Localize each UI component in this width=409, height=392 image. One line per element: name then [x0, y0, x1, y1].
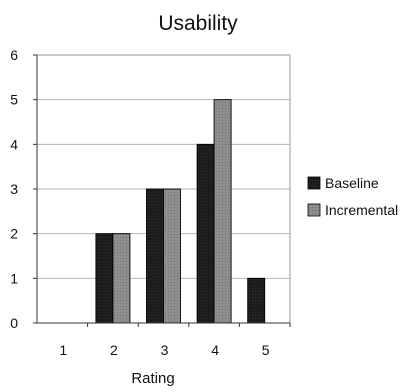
legend: Baseline Incremental: [307, 175, 398, 218]
legend-label-baseline: Baseline: [325, 175, 379, 191]
y-axis-ticks: 0 1 2 3 4 5 6: [10, 47, 37, 331]
bars: [95, 99, 266, 324]
ytick-label-5: 5: [10, 92, 18, 108]
chart-title: Usability: [158, 12, 238, 35]
x-axis-title: Rating: [131, 370, 174, 387]
x-axis-ticks: 1 2 3 4 5: [59, 323, 291, 358]
xtick-label-5: 5: [262, 342, 270, 358]
xtick-label-4: 4: [211, 342, 219, 358]
ytick-label-1: 1: [10, 270, 18, 286]
legend-item-incremental: Incremental: [307, 202, 398, 218]
ytick-label-3: 3: [10, 181, 18, 197]
bar-baseline-4: [196, 143, 215, 324]
bar-baseline-2: [95, 233, 114, 324]
ytick-label-2: 2: [10, 226, 18, 242]
xtick-label-3: 3: [161, 342, 169, 358]
legend-swatch-incremental: [307, 203, 321, 217]
xtick-label-1: 1: [59, 342, 67, 358]
legend-label-incremental: Incremental: [325, 202, 398, 218]
bar-incremental-4: [213, 99, 232, 324]
bar-incremental-3: [163, 188, 181, 324]
ytick-label-6: 6: [10, 47, 18, 63]
legend-swatch-baseline: [307, 176, 321, 190]
ytick-label-0: 0: [10, 315, 18, 331]
bar-baseline-3: [146, 188, 164, 324]
xtick-label-2: 2: [110, 342, 118, 358]
bar-baseline-5: [247, 277, 266, 324]
ytick-label-4: 4: [10, 136, 18, 152]
bar-incremental-2: [112, 233, 131, 324]
legend-item-baseline: Baseline: [307, 175, 379, 191]
